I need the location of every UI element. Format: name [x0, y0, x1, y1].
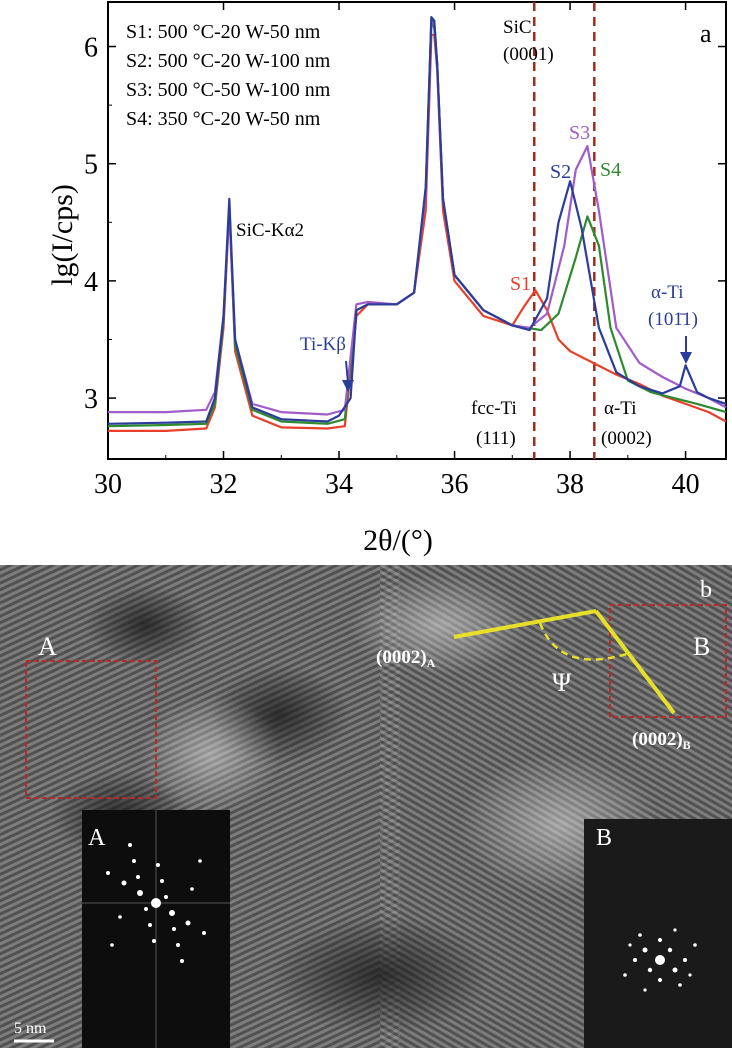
x-tick-label: 30 — [94, 469, 122, 500]
plane-b-label: (0002)B — [632, 729, 691, 752]
hrtem-image-panel: A B b (0002)A (0002)B Ψ — [0, 565, 732, 1048]
annot-alpha-ti-0002-label: α-Ti — [604, 398, 637, 419]
fft-inset-a: A — [82, 810, 230, 1048]
plane-line-b — [594, 609, 676, 715]
annot-fcc-111: (111) — [476, 428, 516, 449]
x-axis-label: 2θ/(°) — [363, 524, 433, 557]
fft-inset-b: B — [584, 819, 732, 1048]
y-tick-label: 5 — [84, 150, 98, 181]
plane-a-label: (0002)A — [376, 647, 436, 670]
label-s1: S1 — [510, 273, 531, 295]
annot-alpha-ti-right: α-Ti — [651, 282, 684, 303]
panel-label-a: a — [700, 19, 712, 48]
inset-a-label: A — [88, 825, 106, 851]
label-s3: S3 — [569, 122, 590, 144]
y-axis-label: lg(I/cps) — [46, 184, 79, 286]
region-box-b — [609, 604, 727, 718]
legend-line-4: S4: 350 °C-20 W-50 nm — [126, 108, 321, 130]
arrowhead-alpha-ti — [680, 352, 692, 364]
annot-alpha-ti-1011: (101̄1) — [648, 309, 698, 330]
y-tick-label: 3 — [84, 384, 98, 415]
plot-frame — [107, 1, 727, 460]
scale-bar-label: 5 nm — [14, 1020, 47, 1037]
arrowhead-ti-kb — [342, 380, 354, 392]
x-tick-label: 32 — [210, 469, 238, 500]
region-a-label: A — [38, 632, 57, 661]
annot-ti-kb: Ti-Kβ — [300, 334, 346, 355]
angle-arc — [538, 622, 631, 661]
region-box-a — [25, 660, 157, 799]
legend-line-3: S3: 500 °C-50 W-100 nm — [126, 79, 331, 101]
annot-sic-ka2: SiC-Kα2 — [236, 220, 304, 241]
scale-bar: 5 nm — [14, 1020, 54, 1043]
label-s4: S4 — [600, 159, 621, 181]
chart-series — [107, 16, 727, 432]
legend-line-1: S1: 500 °C-20 W-50 nm — [126, 21, 321, 43]
plane-line-a — [453, 609, 597, 639]
contrast-dark-3 — [270, 915, 490, 1035]
x-tick-label: 34 — [325, 469, 353, 500]
y-tick-label: 6 — [84, 33, 98, 64]
x-tick-label: 38 — [556, 469, 584, 500]
contrast-dark-1 — [85, 585, 205, 665]
annot-alpha-ti-0002: (0002) — [601, 428, 652, 449]
annot-sic: SiC — [503, 17, 532, 38]
legend-line-2: S2: 500 °C-20 W-100 nm — [126, 50, 331, 72]
reference-lines — [532, 2, 596, 459]
y-tick-label: 4 — [84, 267, 98, 298]
xrd-chart-panel: 30 32 34 36 38 40 3 4 5 6 a S1: 500 °C-20 W-50 nm… — [46, 1, 727, 557]
region-b-label: B — [693, 632, 710, 661]
inset-b-label: B — [596, 825, 612, 851]
panel-label-b: b — [700, 577, 712, 603]
annot-sic-0001: (0001) — [503, 44, 554, 65]
contrast-light-1 — [350, 575, 530, 675]
arrow-ti-kb — [345, 360, 349, 384]
series-line-s2 — [107, 16, 727, 425]
contrast-light-2 — [140, 695, 280, 815]
annot-fcc-ti: fcc-Ti — [471, 398, 517, 419]
hrtem-image: A B b (0002)A (0002)B Ψ — [0, 565, 732, 1048]
x-tick-label: 40 — [672, 469, 700, 500]
x-tick-label: 36 — [441, 469, 469, 500]
label-s2: S2 — [550, 161, 571, 183]
angle-label: Ψ — [552, 668, 572, 697]
chart-text: a S1: 500 °C-20 W-50 nm S2: 500 °C-20 W-… — [46, 17, 712, 557]
